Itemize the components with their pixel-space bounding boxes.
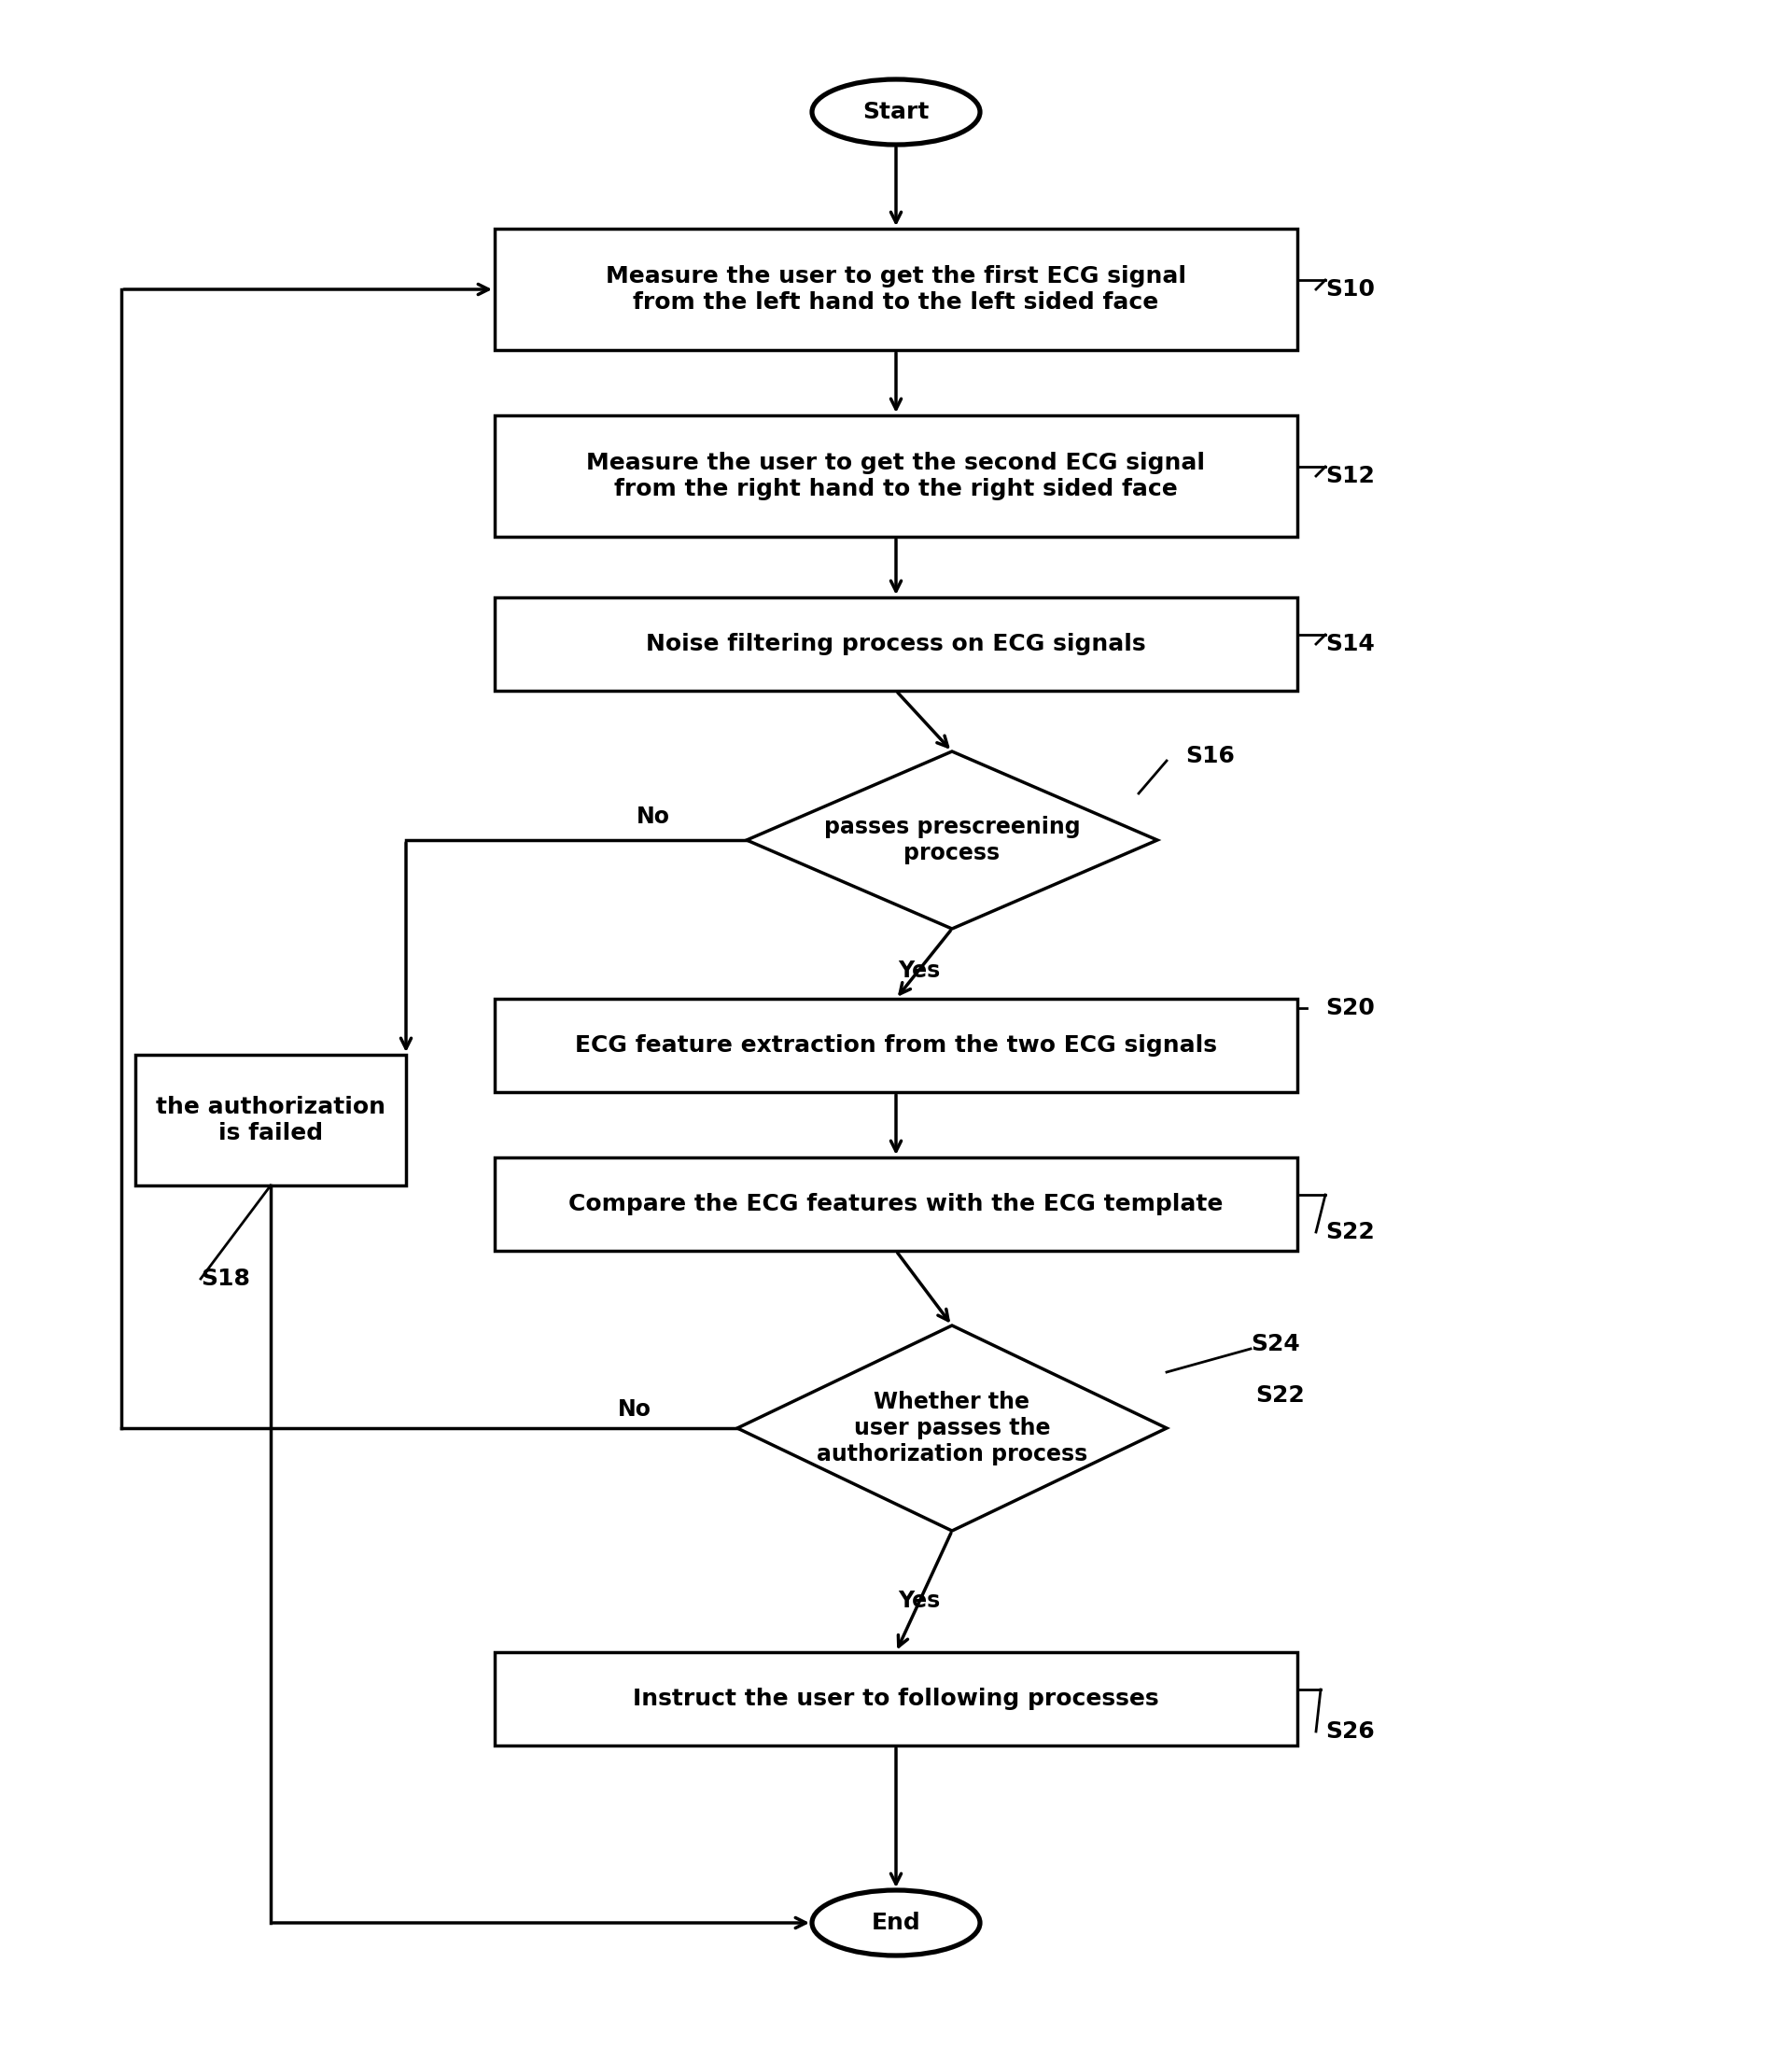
Text: passes prescreening
process: passes prescreening process <box>824 816 1081 864</box>
Text: S22: S22 <box>1256 1385 1305 1408</box>
Polygon shape <box>737 1325 1167 1531</box>
Text: Whether the
user passes the
authorization process: Whether the user passes the authorizatio… <box>817 1391 1088 1465</box>
Text: Measure the user to get the second ECG signal
from the right hand to the right s: Measure the user to get the second ECG s… <box>586 451 1206 501</box>
Text: S20: S20 <box>1326 998 1374 1020</box>
Text: S22: S22 <box>1326 1220 1374 1243</box>
Text: Compare the ECG features with the ECG template: Compare the ECG features with the ECG te… <box>568 1193 1224 1216</box>
Polygon shape <box>747 752 1158 930</box>
Bar <box>495 1158 1297 1251</box>
Text: S26: S26 <box>1326 1721 1374 1744</box>
Text: Measure the user to get the first ECG signal
from the left hand to the left side: Measure the user to get the first ECG si… <box>606 266 1186 313</box>
Text: S24: S24 <box>1251 1333 1299 1356</box>
Ellipse shape <box>812 1890 980 1956</box>
Text: the authorization
is failed: the authorization is failed <box>156 1096 385 1144</box>
Text: No: No <box>618 1397 652 1420</box>
Bar <box>495 229 1297 350</box>
Text: Noise filtering process on ECG signals: Noise filtering process on ECG signals <box>647 633 1145 655</box>
Bar <box>495 1000 1297 1092</box>
Text: Start: Start <box>862 101 930 124</box>
Bar <box>495 416 1297 536</box>
Text: S16: S16 <box>1185 744 1235 767</box>
Text: Instruct the user to following processes: Instruct the user to following processes <box>633 1688 1159 1711</box>
Text: ECG feature extraction from the two ECG signals: ECG feature extraction from the two ECG … <box>575 1035 1217 1057</box>
Bar <box>495 598 1297 690</box>
Text: S10: S10 <box>1326 278 1374 301</box>
Text: Yes: Yes <box>898 960 941 981</box>
Text: S12: S12 <box>1326 466 1374 486</box>
Bar <box>136 1055 407 1185</box>
Text: S18: S18 <box>201 1268 251 1290</box>
Text: End: End <box>871 1913 921 1933</box>
Ellipse shape <box>812 78 980 144</box>
Bar <box>495 1653 1297 1746</box>
Text: S14: S14 <box>1326 633 1374 655</box>
Text: No: No <box>636 806 670 829</box>
Text: Yes: Yes <box>898 1589 941 1612</box>
